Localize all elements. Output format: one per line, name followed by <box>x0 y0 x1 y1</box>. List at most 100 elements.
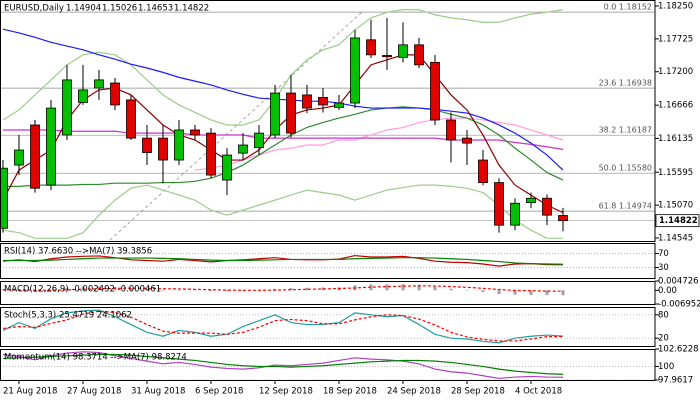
candle-body <box>46 107 56 186</box>
candle-body <box>478 159 488 183</box>
indicator-line <box>2 285 564 292</box>
candle-body <box>510 202 520 226</box>
candle-body <box>350 37 360 104</box>
histogram-bar <box>497 290 501 295</box>
candle-body <box>270 92 280 136</box>
y-tick-label: 0.00 <box>658 286 677 296</box>
candle-body <box>0 167 8 229</box>
candle-body <box>190 129 200 136</box>
ohlc-value: 1.14653 <box>138 4 173 14</box>
candle-body <box>78 89 88 103</box>
candle-body <box>30 124 40 189</box>
candle-body <box>158 137 168 161</box>
panel-border <box>0 243 656 279</box>
candle-body <box>206 132 216 176</box>
x-tick-label: 31 Aug 2018 <box>131 387 185 397</box>
indicator-line <box>2 353 564 375</box>
histogram-bar <box>225 290 229 292</box>
candle-body <box>414 44 424 66</box>
histogram-bar <box>305 287 309 291</box>
histogram-bar <box>289 288 293 291</box>
panel-border <box>0 349 656 381</box>
histogram-bar <box>161 290 165 291</box>
candle-body <box>302 94 312 109</box>
y-tick-label: 20 <box>658 334 669 344</box>
panel-plot <box>0 253 655 268</box>
y-tick-label: 1.17200 <box>658 67 693 77</box>
candle-body <box>366 39 376 56</box>
histogram-bar <box>49 289 53 291</box>
price-box <box>655 214 700 228</box>
y-tick-label: 1.14545 <box>658 234 693 244</box>
candle-body <box>446 119 456 141</box>
histogram-bar <box>545 290 549 296</box>
indicator-line <box>2 310 564 342</box>
histogram-bar <box>81 286 85 291</box>
histogram-bar <box>529 290 533 295</box>
indicator-line <box>194 117 564 171</box>
candle-body <box>110 82 120 106</box>
fib-label: 23.6 1.16938 <box>599 79 652 88</box>
panel-border <box>0 0 656 242</box>
fib-label: 38.2 1.16187 <box>599 126 652 135</box>
indicator-line <box>2 254 564 267</box>
histogram-bar <box>209 290 213 292</box>
candle-body <box>286 92 296 134</box>
panel-plot <box>0 309 655 344</box>
panel-plot <box>0 349 655 380</box>
candle-body <box>62 79 72 136</box>
fib-label: 0.0 1.18152 <box>604 3 652 12</box>
x-tick-label: 28 Sep 2018 <box>451 387 505 397</box>
candle-body <box>142 137 152 153</box>
candle-body <box>526 197 536 204</box>
candle-body <box>126 99 136 139</box>
panel-border <box>0 281 656 305</box>
candle-body <box>334 102 344 108</box>
x-tick-label: 18 Sep 2018 <box>323 387 377 397</box>
candle-body <box>238 144 248 154</box>
histogram-bar <box>177 289 181 291</box>
panel-border <box>0 307 656 347</box>
histogram-bar <box>449 288 453 291</box>
x-tick-label: 6 Sep 2018 <box>195 387 243 397</box>
trend-line <box>109 11 363 241</box>
y-tick-label: 1.16135 <box>658 134 693 144</box>
indicator-line <box>2 309 564 344</box>
histogram-bar <box>561 290 565 296</box>
histogram-bar <box>65 287 69 291</box>
y-tick-label: 30 <box>658 263 669 273</box>
indicator-line <box>2 9 564 126</box>
histogram-bar <box>513 290 517 295</box>
histogram-bar <box>417 284 421 291</box>
y-tick-label: 1.18250 <box>658 2 693 12</box>
histogram-bar <box>129 287 133 291</box>
panel-plot <box>0 9 655 239</box>
histogram-bar <box>465 290 469 291</box>
y-tick-label: 0.004726 <box>658 277 699 287</box>
histogram-bar <box>433 286 437 291</box>
histogram-bar <box>401 284 405 291</box>
panel-title: EURUSD,Daily <box>4 4 64 14</box>
histogram-bar <box>145 289 149 291</box>
panel-title: Stoch(5,3,3) 25.4719 24.1062 <box>4 311 132 321</box>
y-tick-label: 102.6228 <box>658 345 699 355</box>
y-tick-label: 70 <box>658 249 669 259</box>
candle-body <box>14 149 24 166</box>
candle-body <box>254 132 264 148</box>
fib-label: 50.0 1.15580 <box>599 164 652 173</box>
panel-plot <box>1 284 565 296</box>
y-tick-label: 97.9617 <box>658 376 693 386</box>
candle-body <box>174 129 184 161</box>
indicator-line <box>3 106 564 187</box>
candle-body <box>222 154 232 181</box>
y-tick-label: 1.15595 <box>658 168 693 178</box>
candle-body <box>494 182 504 226</box>
y-tick-label: -0.006952 <box>658 300 700 310</box>
panel-title: RSI(14) 37.6630 -->MA(7) 39.3856 <box>4 247 152 257</box>
candle-body <box>382 55 392 58</box>
histogram-bar <box>17 290 21 291</box>
indicator-line <box>2 184 563 239</box>
x-tick-label: 27 Aug 2018 <box>67 387 121 397</box>
y-tick-label: 1.17725 <box>658 34 693 44</box>
